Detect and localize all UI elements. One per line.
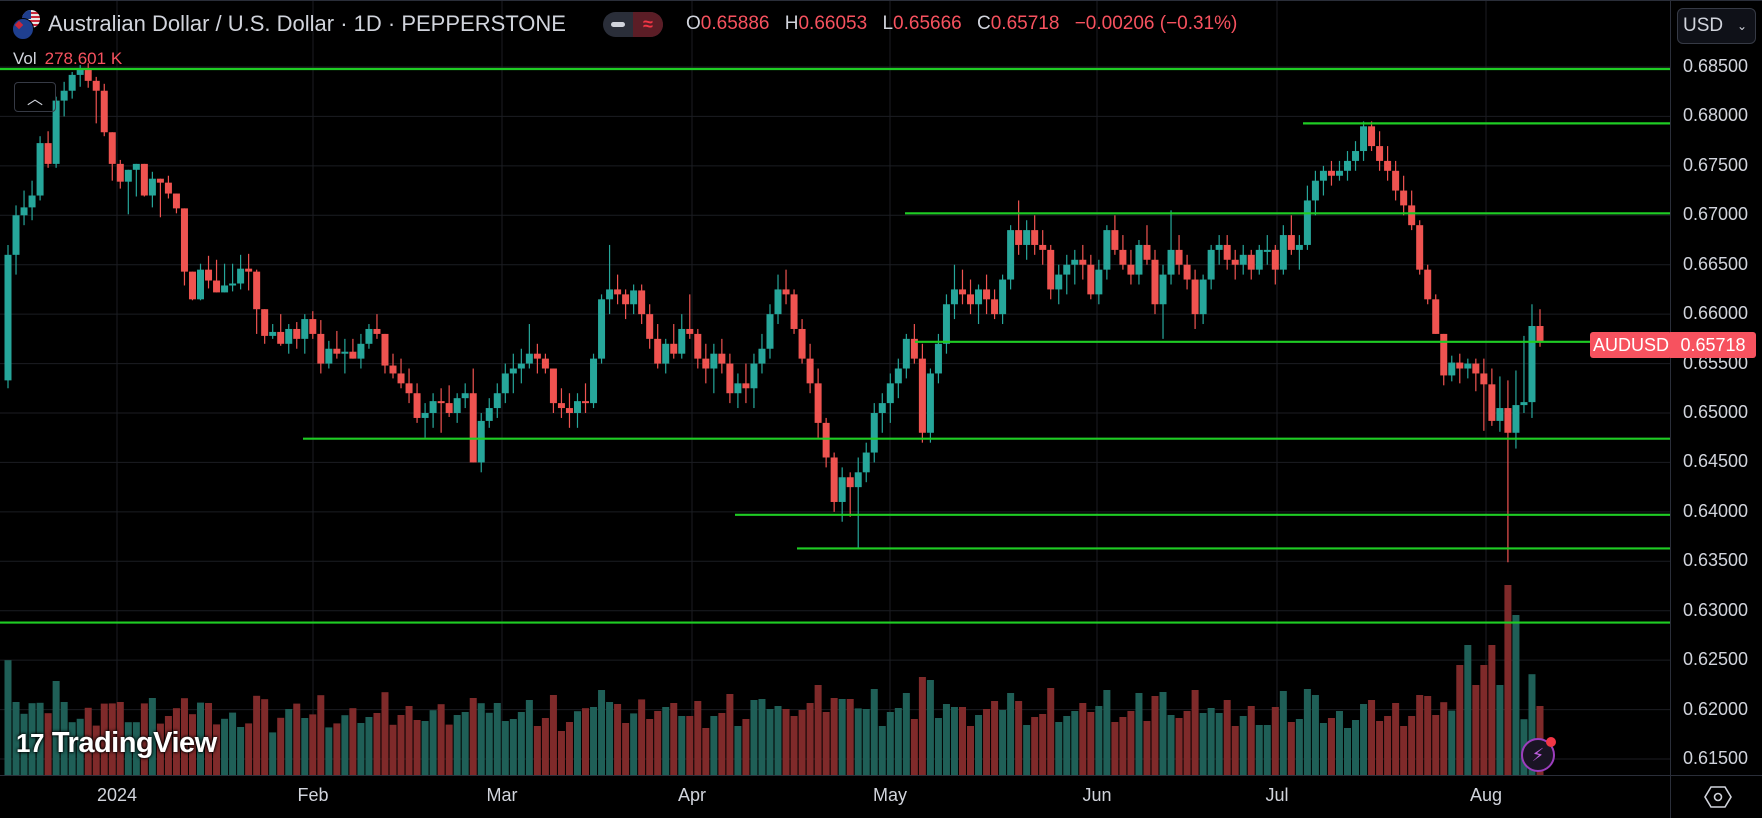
volume-label: Vol [13,49,37,68]
time-tick-label: Mar [486,785,518,805]
price-tick-label: 0.64000 [1683,500,1749,521]
chevron-up-icon: ︿ [26,91,43,108]
time-tick-label: 2024 [96,785,138,805]
time-tick-label: Jun [1082,785,1112,805]
ohlc-legend: O0.65886 H0.66053 L0.65666 C0.65718 −0.0… [686,13,1247,35]
time-tick-label: Jul [1265,785,1289,805]
symbol-price-tag: AUDUSD [1590,332,1672,358]
lightning-icon[interactable]: ⚡ [1521,737,1556,772]
legend-toggle[interactable]: ≈ [603,12,663,37]
price-tick-label: 0.67500 [1683,154,1749,175]
volume-value: 278.601 K [44,49,123,68]
open-label: O [686,13,701,34]
notification-dot [1546,737,1556,747]
time-tick-label: Aug [1469,785,1503,805]
tradingview-logo[interactable]: 17 TradingView [16,727,217,760]
price-tick-label: 0.67000 [1683,204,1749,225]
wave-icon[interactable]: ≈ [633,12,663,37]
collapse-legend-button[interactable]: ︿ [14,82,56,112]
close-value: 0.65718 [990,13,1060,34]
chart-title: Australian Dollar / U.S. Dollar · 1D · P… [48,11,566,36]
minus-icon[interactable] [603,12,633,37]
chevron-down-icon: ⌄ [1736,19,1747,33]
aud-usd-flags-icon [12,10,40,40]
last-price-tag: 0.65718 [1670,332,1756,358]
change-value: −0.00206 (−0.31%) [1074,13,1238,34]
price-tick-label: 0.68500 [1683,56,1749,76]
low-label: L [882,13,894,34]
price-tick-label: 0.64500 [1683,451,1749,472]
tradingview-mark-icon: 17 [16,728,44,758]
tradingview-wordmark: TradingView [51,727,217,759]
price-tick-label: 0.65000 [1683,402,1749,422]
price-tick-label: 0.68000 [1683,105,1749,126]
high-label: H [784,13,799,34]
open-value: 0.65886 [700,13,770,34]
time-tick-label: Apr [677,785,707,805]
low-value: 0.65666 [893,13,962,34]
price-tick-label: 0.62000 [1683,698,1749,719]
currency-selector[interactable]: USD ⌄ [1677,8,1756,44]
price-tick-label: 0.66000 [1683,303,1749,324]
price-tick-label: 0.63000 [1683,599,1749,620]
price-tick-label: 0.66500 [1683,253,1749,274]
hexagon-settings-icon[interactable] [1704,784,1732,810]
chart-title-bar: Australian Dollar / U.S. Dollar · 1D · P… [12,10,566,40]
price-tick-label: 0.62500 [1683,649,1749,670]
high-value: 0.66053 [798,13,868,34]
currency-value: USD [1683,15,1724,36]
close-label: C [977,13,991,34]
volume-legend: Vol 278.601 K [13,49,122,69]
price-tick-label: 0.61500 [1683,748,1749,768]
time-tick-label: May [872,785,908,805]
time-tick-label: Feb [297,785,329,805]
price-tick-label: 0.63500 [1683,550,1749,571]
